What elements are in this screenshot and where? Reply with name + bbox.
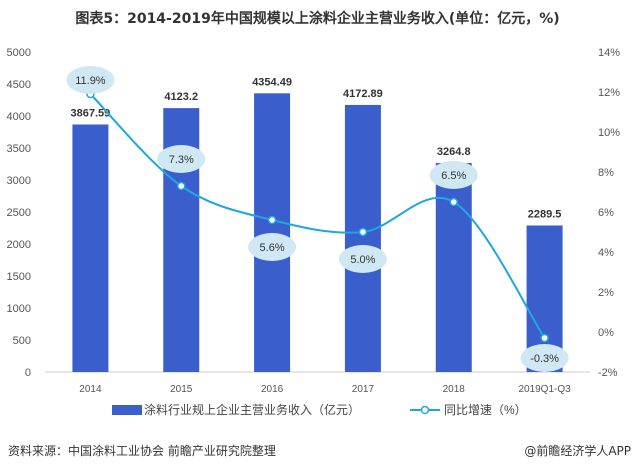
right-axis-tick: 14%: [598, 47, 620, 59]
chart-svg: 0 500 1000 1500 2000 2500 3000 3500 4000 4500 5000…: [7, 47, 621, 417]
x-axis-tick: 2016: [261, 384, 284, 395]
growth-point: [540, 333, 549, 343]
growth-label: -0.3%: [530, 353, 559, 365]
left-axis-tick: 0: [25, 367, 31, 379]
right-axis-tick: 2%: [598, 287, 614, 299]
x-axis-tick: 2015: [170, 384, 193, 395]
growth-label: 7.3%: [169, 154, 194, 166]
bar: [72, 124, 109, 372]
right-axis-tick: 10%: [598, 127, 620, 139]
growth-label: 5.0%: [350, 254, 375, 266]
growth-label-bubble: [248, 233, 297, 261]
growth-point: [449, 197, 458, 207]
growth-point: [267, 215, 277, 225]
left-axis-tick: 3500: [7, 143, 31, 155]
left-axis-tick: 2500: [7, 207, 31, 219]
chart-title: 图表5：2014-2019年中国规模以上涂料企业主营业务收入(单位：亿元，%): [75, 11, 560, 27]
legend-line-marker: [420, 405, 430, 415]
growth-label-bubble: [66, 66, 115, 94]
right-axis-tick: 12%: [598, 87, 620, 99]
growth-label-bubble: [429, 161, 478, 189]
left-axis-tick: 4500: [7, 79, 31, 91]
bar-value-label: 4172.89: [343, 88, 383, 100]
bar-value-label: 4354.49: [252, 76, 292, 88]
right-axis-tick: 8%: [598, 167, 614, 179]
right-axis-tick: 6%: [598, 207, 614, 219]
growth-label-bubble: [338, 245, 387, 273]
left-axis-tick: 1000: [7, 303, 31, 315]
left-axis-tick: 1500: [7, 271, 31, 283]
legend-bar-swatch: [112, 405, 142, 415]
bar: [254, 93, 291, 373]
growth-line: [89, 93, 546, 339]
bar-value-label: 3264.8: [437, 146, 471, 158]
right-axis-tick: 0%: [598, 327, 614, 339]
x-axis-tick: 2018: [443, 384, 466, 395]
bar: [344, 104, 381, 372]
left-axis-tick: 4000: [7, 111, 31, 123]
growth-label: 5.6%: [260, 242, 285, 254]
bar-value-label: 4123.2: [164, 91, 198, 103]
right-axis-tick: 4%: [598, 247, 614, 259]
right-axis-tick: -2%: [598, 367, 618, 379]
left-axis-tick: 500: [13, 335, 31, 347]
bar: [435, 163, 472, 372]
legend-line-label: 同比增速（%）: [444, 403, 527, 417]
source-note: 资料来源：中国涂料工业协会 前瞻产业研究院整理: [8, 444, 276, 458]
growth-label: 11.9%: [75, 75, 106, 87]
growth-point: [358, 227, 368, 237]
growth-label-bubble: [157, 145, 206, 173]
x-axis-tick: 2014: [79, 384, 102, 395]
growth-point: [177, 181, 186, 191]
x-axis-tick: 2017: [352, 384, 375, 395]
bar-value-label: 2289.5: [528, 208, 562, 220]
bar-value-label: 3867.59: [71, 107, 111, 119]
x-axis-tick: 2019Q1-Q3: [518, 384, 571, 395]
left-axis-tick: 2000: [7, 239, 31, 251]
growth-label-bubble: [520, 344, 569, 372]
credit-note: @前瞻经济学人APP: [524, 444, 631, 458]
growth-label: 6.5%: [441, 170, 466, 182]
legend-bar-label: 涂料行业规上企业主营业务收入（亿元）: [144, 402, 360, 417]
left-axis-tick: 3000: [7, 175, 31, 187]
left-axis-tick: 5000: [7, 47, 31, 59]
